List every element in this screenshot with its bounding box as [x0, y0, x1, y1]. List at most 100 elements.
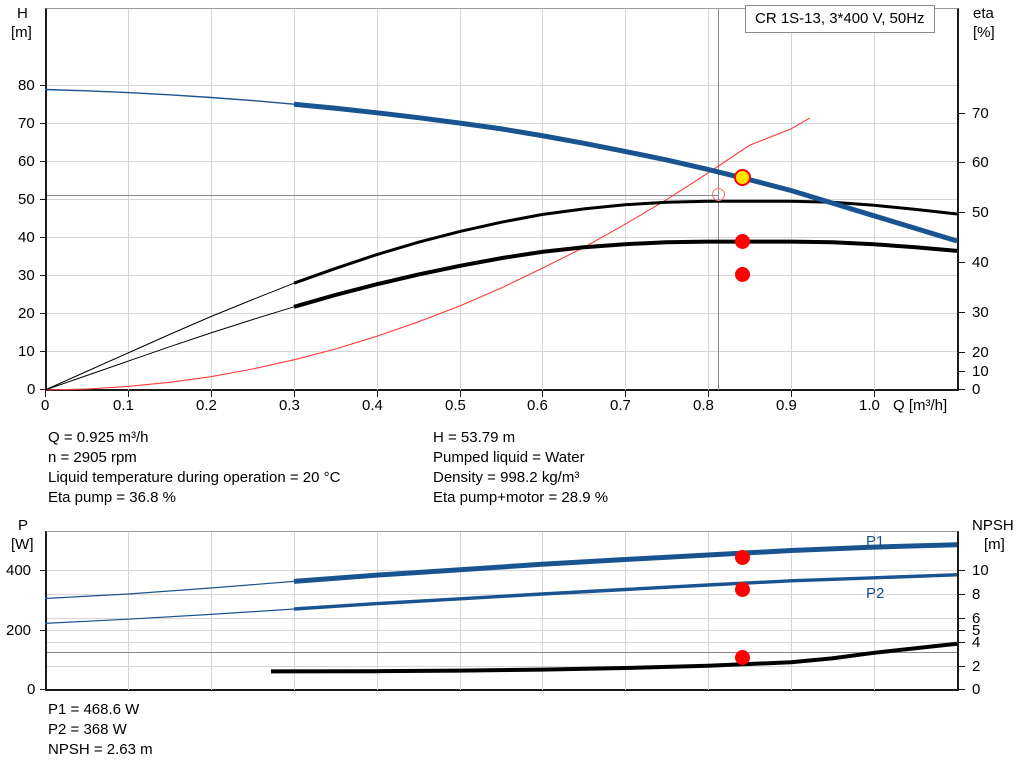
eta-tick-mark-20 — [959, 352, 965, 353]
power-npsh-chart: P [W] NPSH [m] 400 200 0 — [0, 510, 1024, 700]
p1-curve-thick — [293, 542, 958, 584]
eta-tick-label-20: 20 — [972, 344, 989, 361]
red-power-curve — [44, 117, 810, 391]
bottom-chart-y-left-label-line2: [W] — [11, 536, 34, 553]
eta-tick-label-60: 60 — [972, 154, 989, 171]
gridline-h-80 — [47, 85, 957, 86]
p1-series-label: P1 — [866, 533, 885, 550]
duty-point-head-marker[interactable] — [734, 169, 751, 186]
p2-curve-thin — [44, 608, 295, 624]
bottom-gridline-v-0.8 — [708, 532, 709, 690]
eta-tick-mark-0 — [959, 389, 965, 390]
npsh-tick-mark-8 — [959, 594, 965, 595]
ytick-mark-10 — [40, 351, 46, 352]
bottom-gridline-npsh-6 — [47, 618, 957, 619]
xtick-label-1.0: 1.0 — [859, 397, 880, 414]
ytick-mark-60 — [40, 161, 46, 162]
bottom-gridline-npsh-2 — [47, 666, 957, 667]
gridline-h-70 — [47, 123, 957, 124]
top-chart-y-right-label-line1: eta — [973, 5, 994, 22]
bottom-gridline-v-0.5 — [460, 532, 461, 690]
ytick-mark-50 — [40, 199, 46, 200]
xtick-label-0.5: 0.5 — [445, 397, 466, 414]
npsh-tick-label-6: 6 — [972, 610, 981, 627]
bottom-ytick-mark-400 — [40, 570, 46, 571]
bottom-gridline-v-0.4 — [377, 532, 378, 690]
duty-point-eta-pump-motor-marker[interactable] — [735, 267, 750, 282]
duty-info-left-line-2: n = 2905 rpm — [48, 449, 137, 466]
xtick-mark-0.6 — [542, 391, 543, 397]
npsh-tick-label-0: 0 — [972, 681, 981, 698]
xtick-mark-0.1 — [128, 391, 129, 397]
eta-tick-label-40: 40 — [972, 254, 989, 271]
xtick-label-0.8: 0.8 — [693, 397, 714, 414]
ytick-label-40: 40 — [18, 229, 35, 246]
ytick-label-30: 30 — [18, 267, 35, 284]
npsh-tick-mark-0 — [959, 689, 965, 690]
npsh-tick-mark-6 — [959, 618, 965, 619]
gridline-h-30 — [47, 275, 957, 276]
npsh-tick-label-10: 10 — [972, 562, 989, 579]
ytick-label-50: 50 — [18, 191, 35, 208]
duty-point-p2-marker[interactable] — [735, 582, 750, 597]
npsh-tick-mark-5 — [959, 630, 965, 631]
bottom-gridline-v-0.9 — [791, 532, 792, 690]
head-eta-chart: H [m] eta [%] — [11, 5, 995, 414]
bottom-npsh-guide — [47, 652, 957, 653]
ytick-mark-70 — [40, 123, 46, 124]
duty-point-p1-marker[interactable] — [735, 550, 750, 565]
bottom-ytick-label-400: 400 — [6, 562, 32, 579]
npsh-tick-label-4: 4 — [972, 634, 981, 651]
chart-title-box: CR 1S-13, 3*400 V, 50Hz — [745, 5, 935, 33]
bottom-ytick-label-200: 200 — [6, 622, 32, 639]
top-chart-y-right-label-line2: [%] — [973, 24, 995, 41]
ytick-label-0: 0 — [27, 381, 36, 398]
bottom-ytick-label-0: 0 — [27, 681, 36, 698]
eta-tick-label-50: 50 — [972, 204, 989, 221]
red-curve-duty-ring — [712, 188, 725, 201]
eta-tick-label-70: 70 — [972, 105, 989, 122]
gridline-v-0.1 — [128, 9, 129, 390]
duty-point-eta-pump-marker[interactable] — [735, 234, 750, 249]
gridline-h-10 — [47, 351, 957, 352]
p2-curve-thick — [293, 573, 958, 611]
gridline-v-0.5 — [460, 9, 461, 390]
bottom-gridline-v-0.1 — [128, 532, 129, 690]
ytick-label-10: 10 — [18, 343, 35, 360]
npsh-tick-label-8: 8 — [972, 586, 981, 603]
head-curve-thick — [293, 101, 958, 244]
duty-info-right-line-3: Density = 998.2 kg/m³ — [433, 469, 580, 486]
xtick-mark-0 — [45, 391, 46, 397]
bottom-ytick-mark-0 — [40, 689, 46, 690]
duty-info-left-line-1: Q = 0.925 m³/h — [48, 429, 149, 446]
gridline-h-60 — [47, 161, 957, 162]
xtick-label-0.9: 0.9 — [776, 397, 797, 414]
npsh-tick-mark-10 — [959, 570, 965, 571]
bottom-chart-curves — [44, 542, 958, 674]
xtick-label-0.2: 0.2 — [196, 397, 217, 414]
ytick-mark-40 — [40, 237, 46, 238]
gridline-v-0.9 — [791, 9, 792, 390]
eta-tick-mark-40 — [959, 262, 965, 263]
power-info-line-3: NPSH = 2.63 m — [48, 741, 153, 758]
duty-point-npsh-marker[interactable] — [735, 650, 750, 665]
p2-series-label: P2 — [866, 585, 885, 602]
xtick-label-0.7: 0.7 — [610, 397, 631, 414]
eta-tick-mark-50 — [959, 212, 965, 213]
gridline-v-0.4 — [377, 9, 378, 390]
bottom-gridline-v-0.2 — [211, 532, 212, 690]
gridline-v-0.8 — [708, 9, 709, 390]
power-info-block: P1 = 468.6 W P2 = 368 W NPSH = 2.63 m — [0, 698, 1024, 768]
gridline-v-1.0 — [874, 9, 875, 390]
p1-curve-thin — [44, 580, 295, 600]
xtick-mark-0.3 — [294, 391, 295, 397]
duty-info-left-line-4: Eta pump = 36.8 % — [48, 489, 176, 506]
duty-info-right-line-4: Eta pump+motor = 28.9 % — [433, 489, 609, 506]
power-info-line-2: P2 = 368 W — [48, 721, 127, 738]
duty-info-left-line-3: Liquid temperature during operation = 20… — [48, 469, 341, 486]
bottom-gridline-npsh-10 — [47, 570, 957, 571]
head-curve-thin — [44, 88, 295, 105]
eta-pump-motor-curve-thin — [44, 306, 295, 391]
npsh-tick-mark-2 — [959, 666, 965, 667]
